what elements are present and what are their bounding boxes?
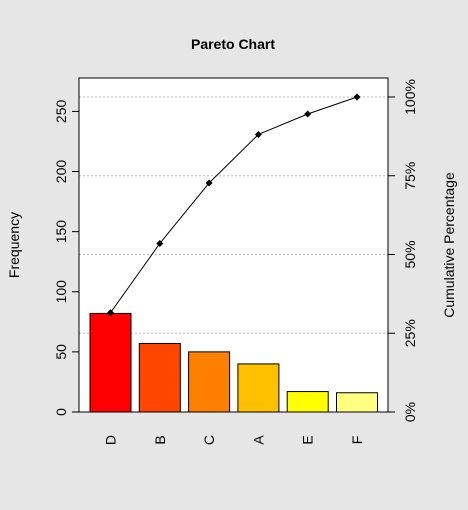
cumulative-point <box>304 110 312 118</box>
plot-frame <box>78 77 389 413</box>
y-axis-label: Frequency <box>6 212 22 278</box>
bar-d <box>89 312 132 413</box>
chart-title: Pareto Chart <box>191 36 275 52</box>
x-tick-label: C <box>201 435 217 445</box>
bar-c <box>188 351 231 413</box>
bar-a <box>237 363 280 413</box>
cumulative-line <box>110 96 358 314</box>
cumulative-point <box>353 93 361 101</box>
bar-b <box>138 342 181 413</box>
y-tick-label: 50 <box>53 344 69 360</box>
axes-layer: D B C A E F 0 50 100 150 200 250 0% 25% 50% 75% 100% <box>53 77 418 445</box>
cumulative-point <box>254 130 262 138</box>
y2-tick-label: 50% <box>402 240 418 268</box>
y2-tick-label: 100% <box>402 79 418 115</box>
x-tick-label: F <box>349 436 365 445</box>
y2-tick-label: 25% <box>402 319 418 347</box>
x-tick-label: B <box>152 435 168 444</box>
cumulative-line-layer <box>107 93 361 317</box>
grid-layer <box>79 96 388 334</box>
x-tick-label: E <box>300 435 316 444</box>
cumulative-point <box>205 179 213 187</box>
y-tick-label: 0 <box>53 408 69 416</box>
cumulative-point <box>107 309 114 317</box>
y-tick-label: 150 <box>53 220 69 244</box>
bar-f <box>336 392 378 413</box>
y2-tick-label: 0% <box>402 402 418 422</box>
bars-layer <box>89 312 378 413</box>
y-tick-label: 100 <box>53 280 69 304</box>
y-tick-label: 250 <box>53 100 69 124</box>
bar-e <box>286 391 329 413</box>
y-tick-label: 200 <box>53 160 69 184</box>
x-tick-label: D <box>103 435 119 445</box>
y2-axis-label: Cumulative Percentage <box>441 172 457 318</box>
x-tick-label: A <box>250 435 266 445</box>
cumulative-point <box>156 239 164 247</box>
y2-tick-label: 75% <box>402 162 418 190</box>
